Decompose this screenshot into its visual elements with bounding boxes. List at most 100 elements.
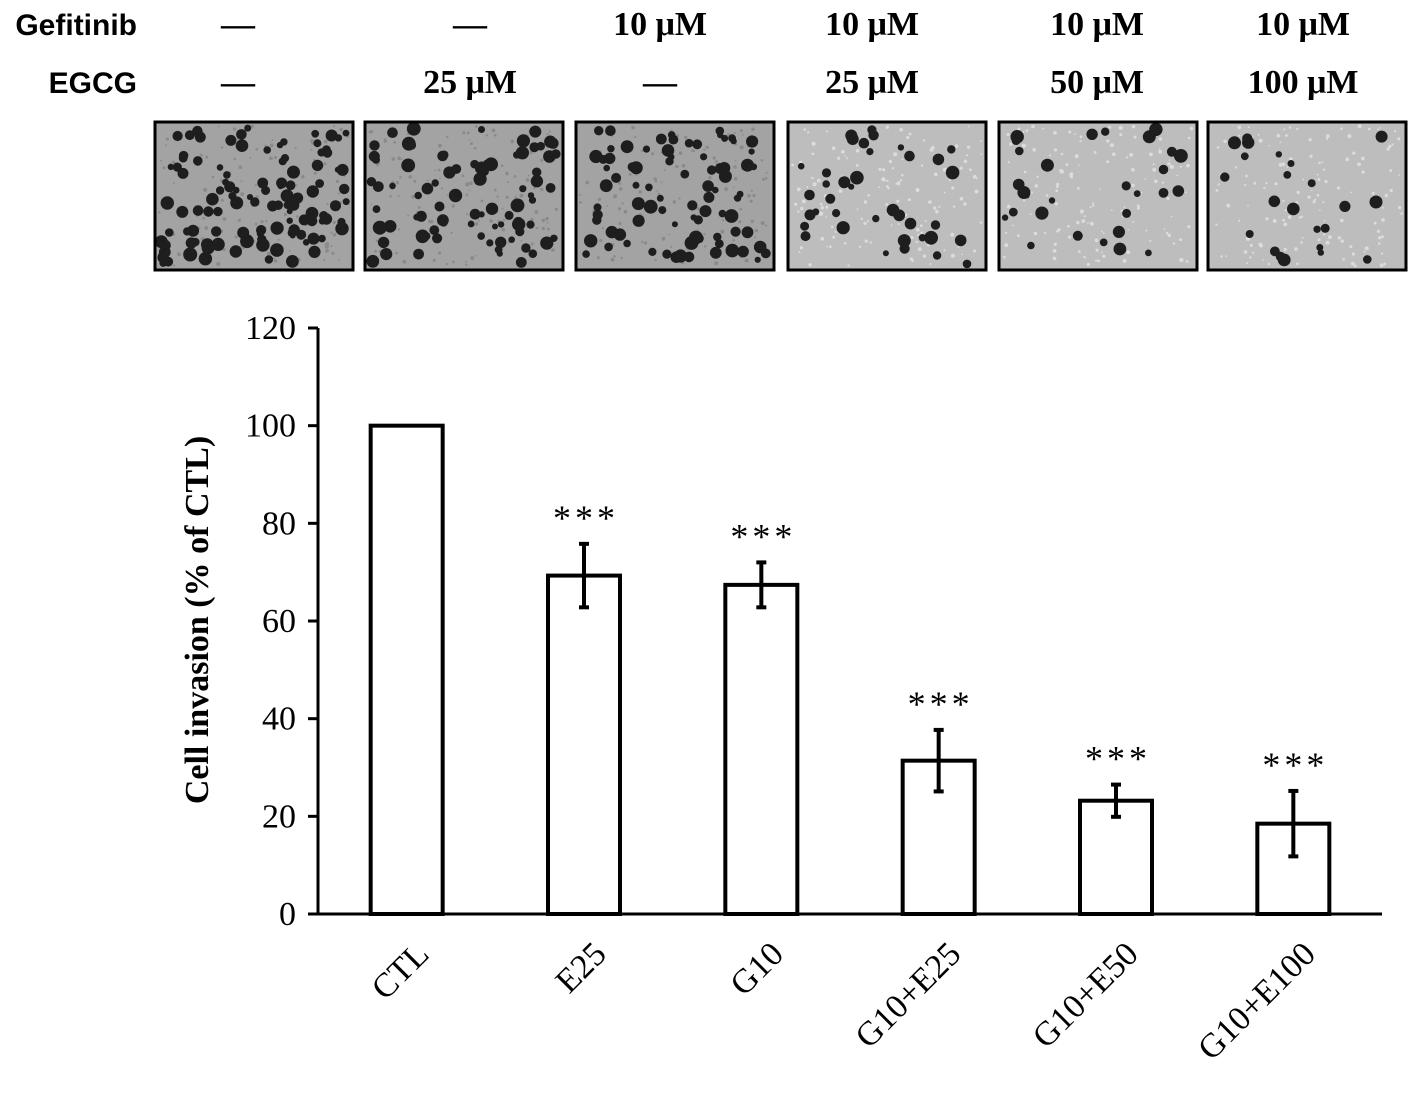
invading-cell	[1316, 244, 1324, 251]
micrograph-speck	[916, 227, 920, 232]
micrograph-speck	[1149, 152, 1153, 157]
micrograph-speck	[878, 186, 880, 189]
micrograph-speck	[837, 156, 841, 160]
micrograph-panel	[363, 120, 565, 272]
invading-cell	[528, 249, 538, 258]
invading-cell	[1240, 152, 1249, 161]
invading-cell	[224, 181, 236, 193]
invading-cell	[904, 150, 915, 162]
invading-cell	[684, 236, 699, 250]
y-tick-label: 120	[245, 310, 296, 347]
micrograph-speck	[395, 181, 399, 185]
micrograph-speck	[830, 225, 834, 229]
micrograph-panel	[1206, 120, 1408, 272]
micrograph-speck	[413, 179, 417, 183]
micrograph-speck	[1383, 262, 1387, 266]
micrograph-speck	[1053, 148, 1058, 152]
micrograph-speck	[882, 168, 886, 172]
micrograph-speck	[738, 220, 742, 224]
micrograph-speck	[1363, 250, 1366, 253]
invading-cell	[369, 140, 380, 151]
micrograph-speck	[527, 174, 530, 177]
micrograph-speck	[325, 248, 329, 253]
micrograph-speck	[920, 164, 924, 167]
micrograph-speck	[1137, 206, 1140, 210]
invading-cell	[167, 163, 174, 171]
micrograph-speck	[514, 196, 518, 200]
micrograph-speck	[437, 168, 441, 172]
invading-cell	[707, 165, 717, 175]
micrograph-speck	[878, 167, 882, 171]
micrograph-speck	[963, 159, 968, 164]
micrograph-speck	[1379, 127, 1381, 129]
micrograph-speck	[1078, 164, 1080, 166]
invading-cell	[904, 217, 917, 230]
micrograph-speck	[1282, 218, 1285, 222]
micrograph-speck	[678, 197, 681, 200]
micrograph-speck	[1127, 228, 1130, 231]
micrograph-speck	[1314, 198, 1317, 201]
micrograph-speck	[957, 245, 960, 248]
invading-cell	[225, 134, 237, 146]
micrograph-speck	[959, 166, 963, 170]
micrograph-speck	[1095, 259, 1098, 262]
micrograph-speck	[426, 179, 429, 182]
micrograph-speck	[1025, 129, 1029, 132]
micrograph-speck	[411, 195, 415, 199]
micrograph-speck	[664, 169, 666, 172]
micrograph-speck	[1060, 169, 1064, 174]
micrograph-speck	[1125, 156, 1129, 159]
micrograph-speck	[980, 153, 983, 156]
bar-ctl	[368, 423, 445, 916]
micrograph-background	[155, 122, 353, 270]
micrograph-speck	[264, 144, 267, 147]
invading-cell	[702, 180, 714, 192]
micrograph-border	[153, 120, 355, 272]
invading-cell	[603, 164, 610, 172]
micrograph-speck	[1308, 138, 1312, 142]
invading-cell	[443, 166, 456, 179]
invading-cell	[1287, 160, 1295, 167]
invading-cell	[1017, 186, 1031, 199]
micrograph-speck	[843, 242, 847, 245]
micrograph-speck	[1033, 231, 1038, 236]
invading-cell	[741, 158, 754, 172]
micrograph-speck	[177, 252, 181, 256]
micrograph-speck	[1283, 128, 1286, 131]
invading-cell	[656, 194, 664, 202]
micrograph-speck	[1272, 219, 1277, 223]
micrograph-speck	[922, 139, 925, 142]
micrograph-speck	[1068, 130, 1072, 134]
invading-cell	[421, 182, 434, 195]
micrograph-speck	[254, 222, 258, 226]
invading-cell	[250, 197, 260, 207]
micrograph-speck	[613, 254, 616, 258]
invading-cell	[478, 126, 485, 133]
micrograph-speck	[294, 146, 297, 149]
micrograph-speck	[1357, 162, 1361, 167]
micrograph-speck	[1055, 185, 1059, 189]
micrograph-speck	[1268, 144, 1271, 147]
micrograph-speck	[661, 236, 666, 241]
micrograph-speck	[1083, 256, 1086, 259]
micrograph-speck	[885, 125, 889, 129]
micrograph-speck	[489, 219, 493, 223]
micrograph-speck	[310, 138, 314, 143]
micrograph-speck	[891, 167, 895, 170]
invading-cell	[730, 137, 737, 145]
micrograph-speck	[199, 153, 203, 157]
micrograph-speck	[1052, 256, 1057, 261]
micrograph-speck	[232, 127, 237, 131]
micrograph-speck	[724, 187, 729, 192]
micrograph-speck	[475, 125, 478, 128]
micrograph-speck	[1259, 243, 1264, 248]
micrograph-speck	[1079, 209, 1084, 214]
micrograph-speck	[446, 135, 449, 139]
micrograph-speck	[683, 135, 688, 140]
micrograph-speck	[1243, 250, 1248, 254]
invading-cell	[206, 192, 219, 206]
micrograph-speck	[1283, 248, 1287, 252]
micrograph-speck	[1172, 242, 1176, 245]
invading-cell	[1011, 136, 1021, 146]
micrograph-speck	[1262, 258, 1264, 261]
